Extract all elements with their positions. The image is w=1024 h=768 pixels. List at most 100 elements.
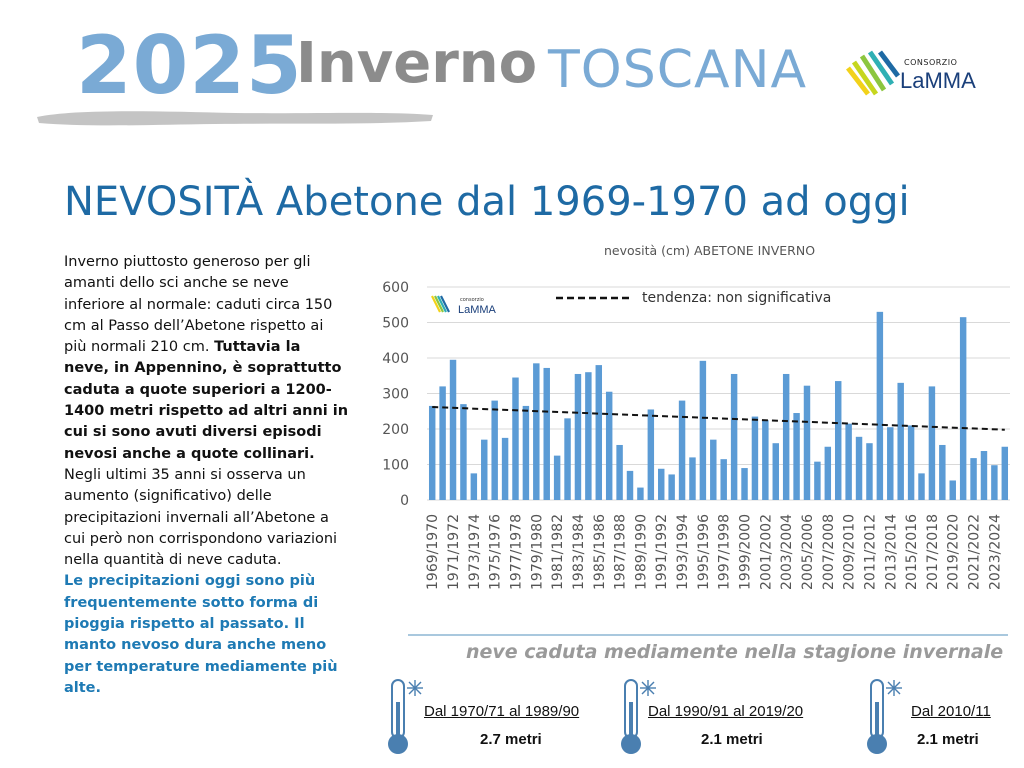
- bar: [970, 458, 977, 500]
- x-tick-label: 2009/2010: [842, 514, 858, 590]
- header-year: 2025: [76, 19, 303, 112]
- x-tick-label: 1975/1976: [488, 514, 504, 590]
- header: 2025 Inverno TOSCANA CONSORZIO LaMMA: [0, 0, 1024, 140]
- bar: [834, 381, 842, 500]
- y-tick-label: 100: [382, 458, 409, 474]
- bar: [533, 363, 540, 500]
- x-tick-label: 1987/1988: [613, 514, 629, 590]
- bar: [1001, 446, 1009, 500]
- y-tick-label: 500: [382, 316, 409, 332]
- bar: [512, 377, 519, 500]
- thermometer-snowflake-icon: [867, 679, 902, 754]
- bar: [564, 418, 571, 500]
- x-tick-label: 1997/1998: [717, 514, 733, 590]
- bar: [782, 373, 790, 500]
- brush-stroke-decoration: [37, 111, 433, 126]
- y-tick-label: 300: [382, 387, 409, 403]
- bar: [460, 404, 467, 500]
- bar: [689, 457, 696, 500]
- bar: [668, 474, 675, 500]
- bar: [585, 372, 592, 500]
- bar: [897, 382, 904, 500]
- thermometer-snowflake-icon: [621, 679, 656, 754]
- watermark-logo-stripe: [434, 295, 444, 313]
- bar: [605, 391, 613, 500]
- x-tick-label: 1983/1984: [571, 514, 587, 590]
- description-paragraph-3: Negli ultimi 35 anni si osserva un aumen…: [64, 466, 338, 569]
- header-region: TOSCANA: [548, 40, 808, 100]
- trend-line: [432, 405, 1005, 431]
- bar: [481, 439, 488, 500]
- bar: [658, 468, 665, 500]
- description-paragraph-2: Tuttavia la neve, in Appennino, è soprat…: [64, 339, 349, 462]
- bar: [751, 416, 759, 500]
- stat-period-1: Dal 1970/71 al 1989/90: [424, 703, 580, 720]
- stat-period-2: Dal 1990/91 al 2019/20: [648, 703, 804, 720]
- x-tick-label: 1999/2000: [738, 514, 754, 590]
- bar: [814, 461, 821, 500]
- x-tick-label: 1991/1992: [654, 514, 670, 590]
- bar: [647, 409, 655, 500]
- bar: [637, 487, 644, 500]
- bar: [907, 425, 915, 500]
- stat-value-3: 2.1 metri: [917, 731, 979, 748]
- legend-trend-label: tendenza: non significativa: [642, 290, 831, 306]
- bar: [918, 473, 925, 500]
- bar: [980, 451, 988, 500]
- y-tick-label: 400: [382, 351, 409, 367]
- y-tick-label: 200: [382, 422, 409, 438]
- bar: [949, 480, 956, 500]
- x-tick-label: 2003/2004: [779, 514, 795, 590]
- x-tick-label: 2011/2012: [862, 514, 878, 590]
- bar: [522, 405, 530, 500]
- bar: [501, 437, 509, 500]
- x-tick-label: 1971/1972: [446, 514, 462, 590]
- bar: [824, 446, 832, 500]
- bar: [439, 386, 446, 500]
- chart-title: nevosità (cm) ABETONE INVERNO: [604, 243, 816, 258]
- bar: [730, 373, 738, 500]
- bar: [887, 427, 894, 500]
- stat-value-1: 2.7 metri: [480, 731, 542, 748]
- bar: [845, 423, 852, 500]
- bar: [720, 459, 727, 500]
- x-tick-label: 1969/1970: [425, 514, 441, 590]
- x-tick-label: 2005/2006: [800, 514, 816, 590]
- bar: [428, 405, 436, 500]
- x-tick-label: 2001/2002: [758, 514, 774, 590]
- bar: [616, 444, 623, 500]
- watermark-name-text: LaMMA: [458, 304, 497, 316]
- y-tick-label: 600: [382, 280, 409, 296]
- header-season: Inverno: [296, 31, 538, 96]
- bar: [959, 317, 967, 500]
- x-tick-label: 2019/2020: [946, 514, 962, 590]
- bar: [710, 439, 717, 500]
- bar: [574, 373, 582, 500]
- x-tick-label: 1977/1978: [508, 514, 524, 590]
- bar: [678, 400, 686, 500]
- logo-name-text: LaMMA: [900, 68, 976, 93]
- y-tick-label: 0: [400, 493, 409, 509]
- watermark-small-text: consorzio: [460, 297, 484, 303]
- x-tick-label: 1985/1986: [592, 514, 608, 590]
- x-tick-label: 1989/1990: [633, 514, 649, 590]
- bar: [626, 470, 634, 500]
- stat-value-2: 2.1 metri: [701, 731, 763, 748]
- logo-consorzio-text: CONSORZIO: [904, 58, 958, 67]
- description-paragraph-1: Inverno piuttosto generoso per gli amant…: [64, 254, 333, 356]
- description-paragraph-4: Le precipitazioni oggi sono più frequent…: [64, 573, 338, 696]
- description-text: Inverno piuttosto generoso per gli amant…: [64, 252, 349, 699]
- snowfall-bar-chart: 0 100 200 300 400 500 600 tendenza: non signifi…: [382, 280, 1010, 590]
- bar: [741, 468, 748, 500]
- x-tick-label: 1981/1982: [550, 514, 566, 590]
- bar: [991, 465, 998, 500]
- bar: [762, 420, 769, 500]
- bottom-title: neve caduta mediamente nella stagione in…: [466, 641, 1004, 663]
- bar: [491, 400, 498, 500]
- stat-period-3: Dal 2010/11: [911, 703, 991, 720]
- x-tick-label: 2007/2008: [821, 514, 837, 590]
- bar: [449, 359, 457, 500]
- watermark-logo-stripe: [440, 295, 450, 313]
- lamma-logo-icon: [846, 50, 900, 96]
- x-tick-label: 1979/1980: [529, 514, 545, 590]
